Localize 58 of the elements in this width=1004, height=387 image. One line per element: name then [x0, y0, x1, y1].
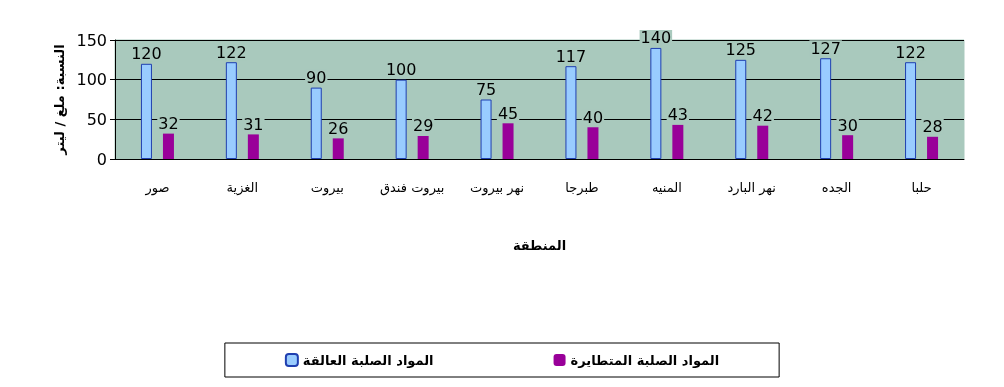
x-tick-label: المنيه [651, 180, 682, 195]
x-tick-label: الجده [821, 180, 852, 195]
data-label: 127 [810, 38, 841, 58]
bar [310, 87, 322, 159]
x-tick-label: نهر بيروت [469, 180, 525, 196]
bar [332, 138, 344, 159]
y-tick-label: 100 [76, 70, 107, 90]
data-label: 40 [582, 107, 604, 127]
bar [162, 133, 174, 159]
data-label: 43 [667, 105, 689, 125]
y-tick-label: 150 [76, 30, 107, 50]
data-label: 75 [475, 80, 497, 99]
y-tick-label: 50 [86, 109, 107, 129]
x-tick-label: بيروت [310, 180, 344, 196]
bar [587, 127, 599, 159]
x-tick-label: نهر البارد [727, 180, 776, 196]
bar [502, 123, 514, 159]
legend-label: المواد الصلبة العالقة [302, 352, 434, 368]
data-label: 32 [158, 114, 179, 134]
x-tick-label: بيروت فندق [379, 180, 445, 196]
bar [140, 63, 152, 159]
bar [735, 59, 747, 159]
bar [417, 135, 429, 159]
x-tick-label: صور [144, 180, 170, 196]
data-label: 122 [895, 42, 926, 62]
data-label: 45 [497, 103, 519, 123]
bar [757, 125, 769, 159]
x-axis-title: المنطقة [512, 238, 567, 253]
x-tick-label: طبرجا [565, 180, 599, 196]
data-label: 42 [752, 106, 773, 126]
bar [395, 79, 407, 159]
bar [650, 47, 662, 159]
data-label: 28 [922, 117, 943, 137]
x-tick-label: حلبا [911, 180, 932, 195]
data-label: 90 [306, 68, 327, 88]
bar [225, 62, 237, 159]
bar [905, 62, 917, 159]
data-label: 26 [328, 118, 349, 138]
data-label: 140 [640, 28, 672, 48]
data-label: 100 [385, 60, 417, 80]
bar [842, 135, 854, 159]
data-label: 31 [243, 114, 264, 134]
data-label: 117 [555, 46, 587, 66]
bar [820, 58, 832, 159]
data-label: 29 [412, 116, 434, 136]
bar [672, 124, 684, 159]
data-label: 122 [216, 42, 247, 62]
data-label: 120 [131, 44, 162, 64]
y-axis-title: النسبة: ملغ / ليتر [51, 44, 67, 156]
bar [247, 134, 259, 159]
data-label: 30 [837, 115, 858, 135]
bar [565, 66, 577, 159]
bar [927, 136, 939, 159]
x-tick-label: الغزية [226, 180, 259, 196]
data-label: 125 [725, 40, 757, 60]
y-tick-label: 0 [96, 149, 107, 169]
bar [480, 99, 492, 159]
legend-label: المواد الصلبة المتطايرة [570, 352, 720, 368]
